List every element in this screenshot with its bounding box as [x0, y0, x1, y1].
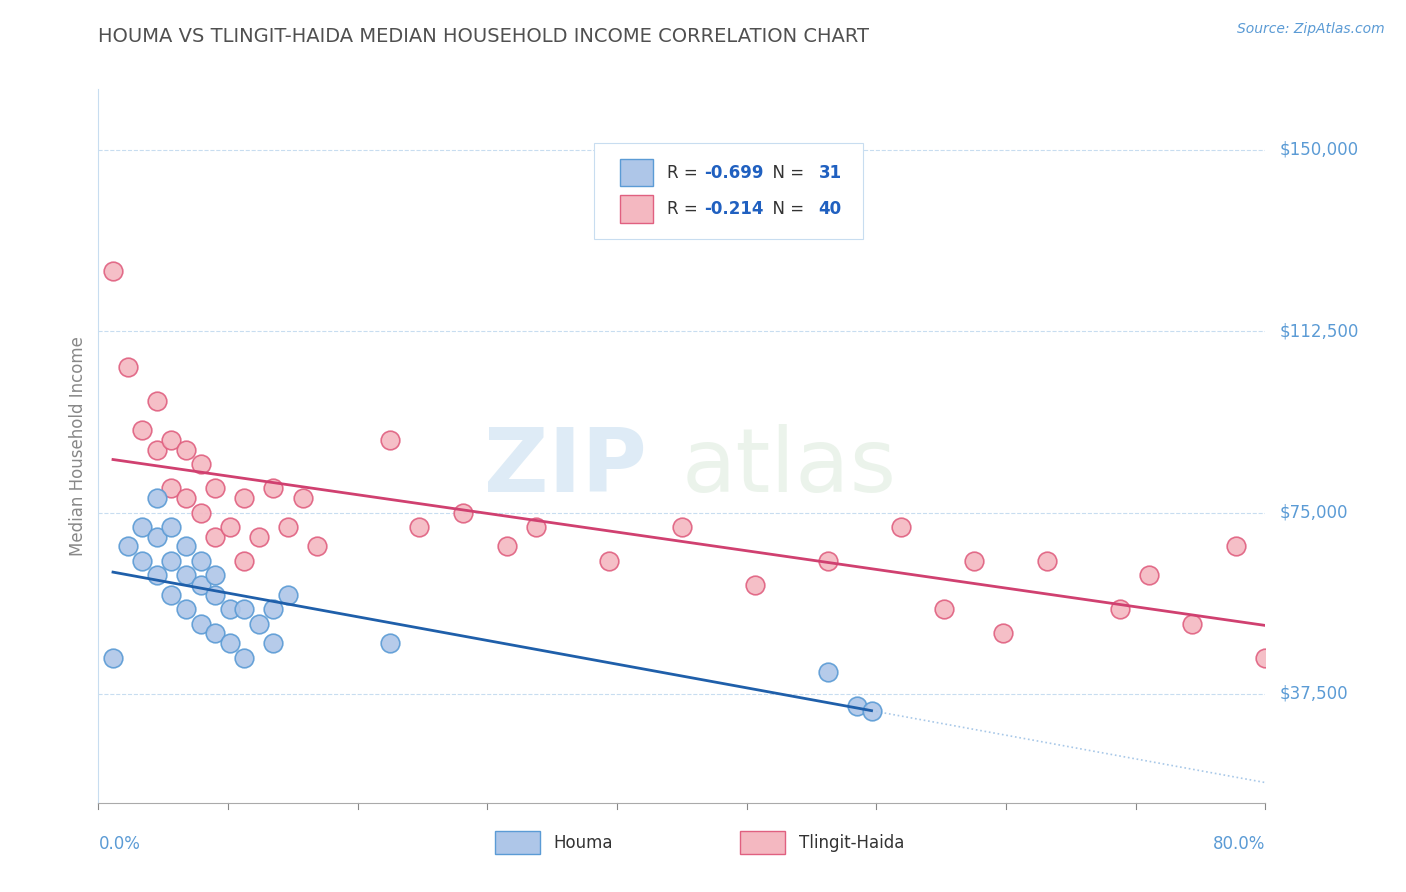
Text: Houma: Houma [554, 834, 613, 852]
Point [233, 650, 256, 665]
Text: HOUMA VS TLINGIT-HAIDA MEDIAN HOUSEHOLD INCOME CORRELATION CHART: HOUMA VS TLINGIT-HAIDA MEDIAN HOUSEHOLD … [98, 28, 869, 46]
Point [817, 665, 839, 680]
Point [846, 699, 869, 714]
Text: -0.214: -0.214 [704, 200, 763, 218]
Point [860, 704, 883, 718]
Point [598, 554, 620, 568]
Point [277, 520, 299, 534]
Point [1225, 540, 1247, 554]
Point [117, 360, 139, 375]
Point [160, 520, 183, 534]
Text: 31: 31 [818, 164, 842, 182]
Point [174, 540, 197, 554]
Y-axis label: Median Household Income: Median Household Income [69, 336, 87, 556]
Point [408, 520, 430, 534]
Point [146, 491, 169, 505]
Point [890, 520, 912, 534]
Point [307, 540, 329, 554]
Point [247, 530, 270, 544]
Text: R =: R = [666, 164, 703, 182]
Point [451, 506, 474, 520]
Point [131, 554, 153, 568]
Point [204, 481, 226, 495]
Point [247, 616, 270, 631]
Point [291, 491, 314, 505]
Text: atlas: atlas [682, 424, 897, 511]
Point [1137, 568, 1160, 582]
Point [146, 442, 169, 457]
Point [174, 568, 197, 582]
Point [204, 568, 226, 582]
Point [190, 616, 212, 631]
Text: $112,500: $112,500 [1279, 322, 1358, 340]
Point [1181, 616, 1204, 631]
Point [262, 481, 284, 495]
FancyBboxPatch shape [495, 831, 540, 855]
Point [101, 263, 124, 277]
Text: N =: N = [762, 200, 810, 218]
Point [496, 540, 519, 554]
FancyBboxPatch shape [741, 831, 785, 855]
Point [962, 554, 984, 568]
Text: -0.699: -0.699 [704, 164, 763, 182]
Point [160, 481, 183, 495]
Point [190, 457, 212, 471]
Point [160, 554, 183, 568]
Point [991, 626, 1014, 640]
Point [174, 602, 197, 616]
Point [146, 568, 169, 582]
Point [218, 520, 240, 534]
Point [146, 530, 169, 544]
Point [1254, 650, 1277, 665]
Text: 0.0%: 0.0% [98, 835, 141, 853]
Point [817, 554, 839, 568]
Point [190, 506, 212, 520]
Text: Source: ZipAtlas.com: Source: ZipAtlas.com [1237, 22, 1385, 37]
Point [131, 520, 153, 534]
Point [160, 588, 183, 602]
Point [233, 491, 256, 505]
Point [744, 578, 766, 592]
Text: Tlingit-Haida: Tlingit-Haida [799, 834, 904, 852]
Text: R =: R = [666, 200, 703, 218]
Point [218, 636, 240, 650]
Point [190, 554, 212, 568]
Text: ZIP: ZIP [484, 424, 647, 511]
Text: $150,000: $150,000 [1279, 141, 1358, 159]
Text: 80.0%: 80.0% [1213, 835, 1265, 853]
Point [174, 442, 197, 457]
Point [262, 602, 284, 616]
Point [380, 433, 402, 447]
Point [131, 423, 153, 437]
Point [233, 554, 256, 568]
Point [524, 520, 547, 534]
Point [160, 433, 183, 447]
FancyBboxPatch shape [620, 195, 652, 222]
Point [204, 530, 226, 544]
Point [277, 588, 299, 602]
Point [1035, 554, 1057, 568]
Text: 40: 40 [818, 200, 842, 218]
Point [1108, 602, 1130, 616]
FancyBboxPatch shape [595, 143, 863, 239]
Point [174, 491, 197, 505]
Point [262, 636, 284, 650]
Point [190, 578, 212, 592]
Point [218, 602, 240, 616]
Point [380, 636, 402, 650]
Text: $75,000: $75,000 [1279, 503, 1348, 522]
Point [101, 650, 124, 665]
Point [117, 540, 139, 554]
Point [204, 588, 226, 602]
Text: N =: N = [762, 164, 810, 182]
Point [146, 394, 169, 409]
Point [934, 602, 956, 616]
Point [671, 520, 693, 534]
Point [233, 602, 256, 616]
FancyBboxPatch shape [620, 160, 652, 186]
Text: $37,500: $37,500 [1279, 685, 1348, 703]
Point [204, 626, 226, 640]
